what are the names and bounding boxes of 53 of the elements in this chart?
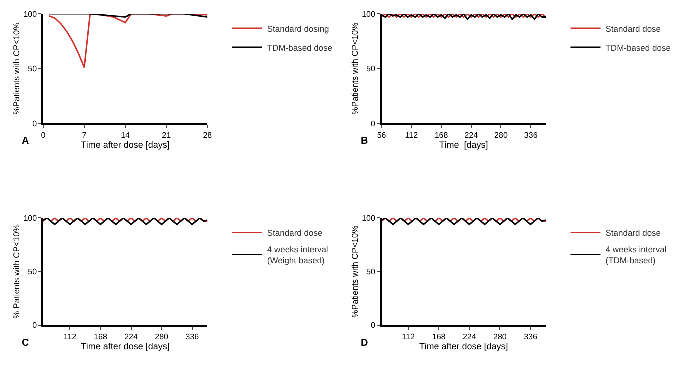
y-tick-label: 100 (362, 10, 376, 19)
x-axis-title: Time [days] (440, 140, 488, 150)
x-tick-label: 168 (94, 332, 108, 342)
x-axis-title: Time after dose [days] (81, 140, 170, 150)
x-tick-label: 336 (186, 332, 200, 342)
y-tick-label: 100 (24, 214, 38, 223)
x-tick-label: 168 (432, 332, 446, 342)
x-tick-label: 280 (494, 130, 508, 140)
y-tick-label: 50 (28, 268, 38, 277)
x-axis-title: Time after dose [days] (420, 342, 508, 352)
y-tick-label: 0 (370, 321, 376, 330)
y-tick-label: 0 (32, 321, 38, 330)
x-tick-label: 336 (524, 130, 538, 140)
x-tick-label: 56 (377, 130, 387, 140)
y-axis-title: %Patients with CP<10% (12, 22, 22, 115)
legend-label: 4 weeks interval (TDM-based) (606, 244, 667, 266)
x-tick-label: 112 (64, 332, 78, 342)
x-tick-label: 28 (203, 130, 213, 140)
x-tick-label: 280 (494, 332, 508, 342)
legend-label: TDM-based dose (267, 42, 333, 53)
x-tick-label: 112 (402, 332, 416, 342)
y-tick-label: 50 (366, 64, 376, 74)
y-tick-label: 50 (28, 64, 38, 74)
y-tick-label: 0 (32, 119, 38, 128)
x-tick-label: 0 (41, 130, 46, 140)
x-tick-label: 224 (124, 332, 138, 342)
y-axis-title: %Patients with CP<10% (350, 225, 360, 318)
x-tick-label: 280 (155, 332, 170, 342)
text: C (22, 338, 30, 349)
x-tick-label: 224 (464, 130, 479, 140)
text: D (361, 338, 368, 349)
x-tick-label: 168 (434, 130, 449, 140)
x-axis-title: Time after dose [days] (81, 342, 170, 352)
x-tick-label: 7 (82, 130, 88, 140)
legend-label: Standard dosing (267, 24, 330, 34)
legend-label: Standard dose (606, 24, 662, 34)
legend-label: Standard dose (606, 228, 662, 238)
x-tick-label: 21 (162, 130, 172, 140)
y-axis-title: % Patients with CP<10% (12, 224, 22, 319)
x-tick-label: 112 (405, 130, 419, 140)
text: B (361, 136, 368, 147)
x-tick-label: 336 (524, 332, 538, 342)
legend-label: 4 weeks interval (Weight based) (267, 244, 328, 266)
x-tick-label: 224 (462, 332, 477, 342)
legend-label: TDM-based dose (606, 42, 672, 53)
y-tick-label: 100 (24, 10, 38, 19)
y-tick-label: 100 (362, 214, 376, 223)
y-tick-label: 0 (370, 119, 376, 128)
y-tick-label: 50 (366, 268, 376, 277)
text: A (22, 136, 30, 147)
y-axis-title: %Patients with CP<10% (350, 22, 360, 115)
legend-label: Standard dose (267, 228, 323, 238)
x-tick-label: 14 (121, 130, 131, 140)
